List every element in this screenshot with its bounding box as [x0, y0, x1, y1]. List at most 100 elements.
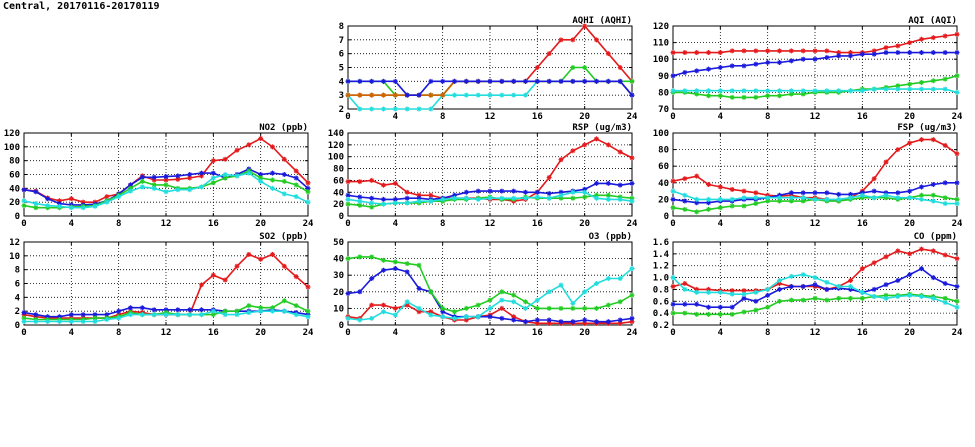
aqhi-chart: 0 4 8 12 16 20 24 2 3 4 5 6 7 8 AQHI (AQHI): [339, 16, 638, 122]
data-point: [954, 196, 960, 202]
data-point: [824, 279, 830, 285]
data-point: [404, 269, 410, 275]
data-point: [222, 172, 228, 177]
data-point: [930, 275, 936, 281]
data-point: [706, 289, 711, 295]
data-point: [694, 50, 700, 56]
data-point: [777, 286, 782, 292]
data-point: [281, 156, 287, 162]
data-point: [942, 281, 948, 286]
y-tick-label: 80: [658, 146, 669, 156]
data-point: [534, 317, 540, 323]
data-point: [392, 266, 398, 272]
data-point: [511, 292, 517, 298]
data-point: [682, 310, 688, 316]
data-point: [558, 78, 564, 84]
data-point: [629, 180, 635, 186]
data-point: [281, 191, 287, 197]
x-tick-label: 0: [21, 219, 26, 229]
data-point: [428, 192, 434, 198]
data-point: [800, 195, 806, 201]
data-point: [919, 50, 924, 56]
data-point: [617, 320, 623, 326]
data-point: [753, 298, 759, 304]
x-tick-label: 12: [485, 328, 496, 338]
data-point: [942, 86, 948, 92]
data-point: [919, 294, 924, 300]
data-point: [546, 317, 552, 323]
data-point: [670, 188, 676, 194]
data-point: [883, 50, 889, 56]
data-point: [258, 172, 264, 177]
x-tick-label: 8: [440, 328, 445, 338]
data-point: [777, 281, 782, 286]
data-point: [729, 203, 735, 209]
data-point: [942, 76, 948, 82]
series-line: [347, 267, 633, 321]
data-point: [104, 312, 110, 318]
data-point: [199, 170, 204, 176]
data-point: [151, 312, 157, 318]
data-point: [729, 186, 735, 192]
data-point: [392, 106, 398, 112]
data-point: [187, 172, 193, 177]
y-tick-label: 0: [339, 321, 344, 331]
data-point: [345, 196, 351, 202]
y-tick-label: 12: [9, 238, 20, 248]
data-point: [570, 78, 576, 84]
y-tick-label: 0.6: [653, 297, 669, 307]
data-point: [848, 50, 853, 56]
x-tick-label: 16: [532, 112, 543, 122]
data-point: [558, 195, 564, 201]
data-point: [381, 302, 386, 308]
data-point: [404, 106, 410, 112]
data-point: [187, 312, 193, 318]
data-point: [788, 48, 794, 54]
data-point: [582, 186, 588, 192]
data-point: [895, 294, 901, 300]
data-point: [210, 312, 216, 318]
y-tick-label: 4: [15, 293, 21, 303]
data-point: [199, 184, 204, 190]
data-point: [594, 319, 599, 325]
data-point: [163, 182, 169, 188]
data-point: [293, 312, 299, 318]
data-point: [293, 274, 299, 280]
data-point: [800, 190, 806, 196]
data-point: [942, 50, 948, 56]
data-point: [151, 174, 157, 180]
data-point: [381, 309, 386, 315]
data-point: [487, 297, 493, 303]
data-point: [558, 319, 564, 325]
data-point: [463, 195, 469, 201]
data-point: [670, 196, 676, 202]
series-cyan: [670, 86, 960, 95]
data-point: [92, 315, 98, 321]
data-point: [706, 181, 711, 187]
data-point: [919, 137, 924, 143]
data-point: [381, 267, 386, 273]
data-point: [682, 206, 688, 212]
data-point: [357, 92, 363, 98]
data-point: [139, 184, 145, 190]
data-point: [694, 311, 700, 317]
data-point: [812, 275, 818, 281]
x-tick-label: 0: [670, 219, 675, 229]
data-point: [582, 317, 588, 323]
y-tick-label: 0: [664, 212, 669, 222]
data-point: [605, 276, 611, 282]
data-point: [706, 200, 711, 206]
data-point: [357, 289, 363, 295]
data-point: [836, 295, 842, 301]
data-point: [281, 178, 287, 184]
data-point: [605, 180, 611, 186]
data-point: [270, 308, 275, 314]
data-point: [954, 304, 960, 310]
data-point: [729, 63, 735, 69]
data-point: [717, 50, 723, 56]
data-point: [824, 190, 830, 196]
data-point: [954, 151, 960, 157]
data-point: [381, 92, 386, 98]
data-point: [629, 78, 635, 84]
data-point: [836, 53, 842, 59]
